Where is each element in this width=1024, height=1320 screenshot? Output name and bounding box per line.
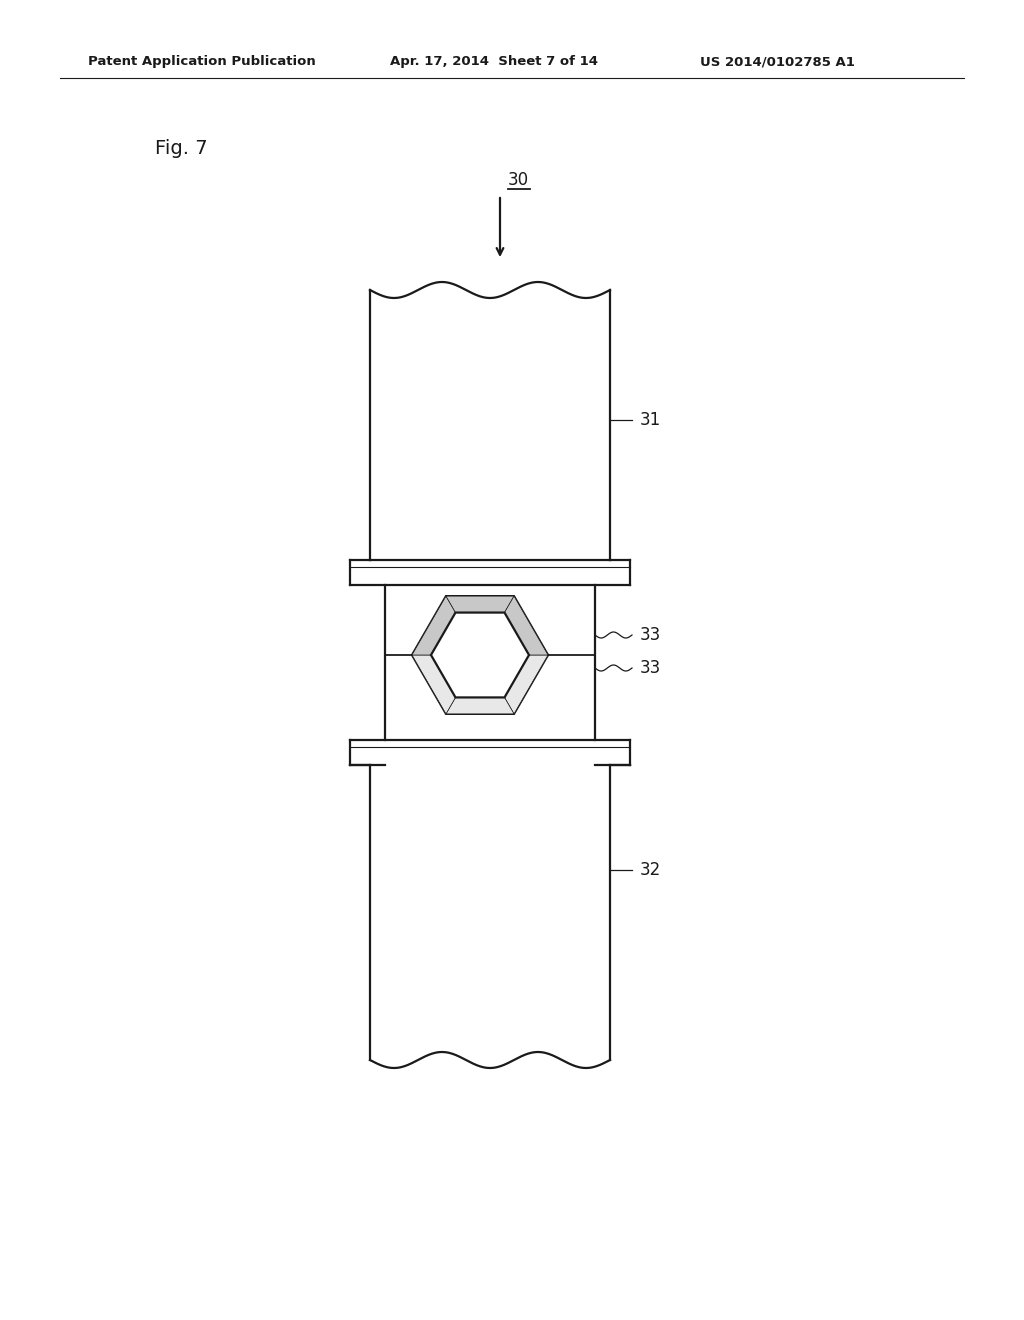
Text: Fig. 7: Fig. 7 bbox=[155, 139, 208, 157]
Text: Patent Application Publication: Patent Application Publication bbox=[88, 55, 315, 69]
Text: 32: 32 bbox=[640, 861, 662, 879]
Text: 31: 31 bbox=[640, 411, 662, 429]
Text: 30: 30 bbox=[508, 172, 529, 189]
Polygon shape bbox=[446, 597, 514, 612]
Polygon shape bbox=[446, 697, 514, 714]
Polygon shape bbox=[412, 597, 456, 655]
Polygon shape bbox=[505, 655, 548, 714]
Polygon shape bbox=[505, 597, 548, 655]
Text: US 2014/0102785 A1: US 2014/0102785 A1 bbox=[700, 55, 855, 69]
Text: 33: 33 bbox=[640, 626, 662, 644]
Text: Apr. 17, 2014  Sheet 7 of 14: Apr. 17, 2014 Sheet 7 of 14 bbox=[390, 55, 598, 69]
Text: 33: 33 bbox=[640, 659, 662, 677]
Polygon shape bbox=[431, 612, 529, 697]
Polygon shape bbox=[412, 655, 456, 714]
